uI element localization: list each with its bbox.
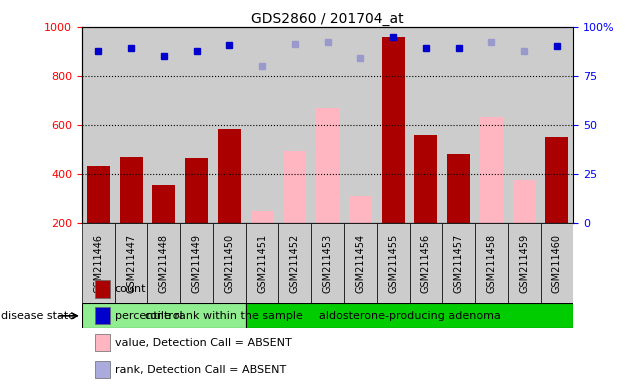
Text: GSM211447: GSM211447 [126,233,136,293]
Bar [251,211,273,223]
Bar [311,223,344,303]
Text: count: count [115,284,146,294]
Bar [246,303,573,328]
Text: value, Detection Call = ABSENT: value, Detection Call = ABSENT [115,338,292,348]
Text: GSM211453: GSM211453 [323,233,333,293]
Bar [377,223,410,303]
Text: control: control [144,311,183,321]
Bar [382,37,404,223]
Bar [246,27,278,223]
Bar [475,27,508,223]
Bar [82,303,246,328]
Text: GSM211452: GSM211452 [290,233,300,293]
Bar [513,180,536,223]
Text: GSM211460: GSM211460 [552,233,562,293]
Text: GSM211458: GSM211458 [486,233,496,293]
Bar [218,129,241,223]
Bar [377,27,410,223]
Bar [147,223,180,303]
Bar [180,27,213,223]
Bar [185,158,208,223]
Bar [115,223,147,303]
Bar [82,223,115,303]
Bar [147,27,180,223]
Bar [442,27,475,223]
Bar [508,223,541,303]
Text: GSM211446: GSM211446 [93,233,103,293]
Text: GSM211459: GSM211459 [519,233,529,293]
Bar [349,196,372,223]
Text: aldosterone-producing adenoma: aldosterone-producing adenoma [319,311,500,321]
Bar [120,157,142,223]
Bar [415,135,437,223]
Bar [410,27,442,223]
Bar [541,223,573,303]
Text: GSM211448: GSM211448 [159,233,169,293]
Bar [82,27,115,223]
Text: rank, Detection Call = ABSENT: rank, Detection Call = ABSENT [115,365,286,375]
Bar [284,151,306,223]
Bar [87,166,110,223]
Bar [344,223,377,303]
Bar [475,223,508,303]
Text: GSM211454: GSM211454 [355,233,365,293]
Text: disease state: disease state [1,311,76,321]
Bar [541,27,573,223]
Bar [213,27,246,223]
Bar [246,223,278,303]
Bar [278,27,311,223]
Bar [546,137,568,223]
Text: GSM211457: GSM211457 [454,233,464,293]
Bar [278,223,311,303]
Bar [447,154,470,223]
Bar [311,27,344,223]
Bar [152,185,175,223]
Text: GSM211450: GSM211450 [224,233,234,293]
Bar [410,223,442,303]
Title: GDS2860 / 201704_at: GDS2860 / 201704_at [251,12,404,26]
Bar [213,223,246,303]
Text: GSM211455: GSM211455 [388,233,398,293]
Text: GSM211456: GSM211456 [421,233,431,293]
Bar [508,27,541,223]
Text: GSM211451: GSM211451 [257,233,267,293]
Text: percentile rank within the sample: percentile rank within the sample [115,311,302,321]
Bar [480,118,503,223]
Bar [344,27,377,223]
Bar [180,223,213,303]
Bar [115,27,147,223]
Bar [442,223,475,303]
Bar [316,108,339,223]
Text: GSM211449: GSM211449 [192,233,202,293]
